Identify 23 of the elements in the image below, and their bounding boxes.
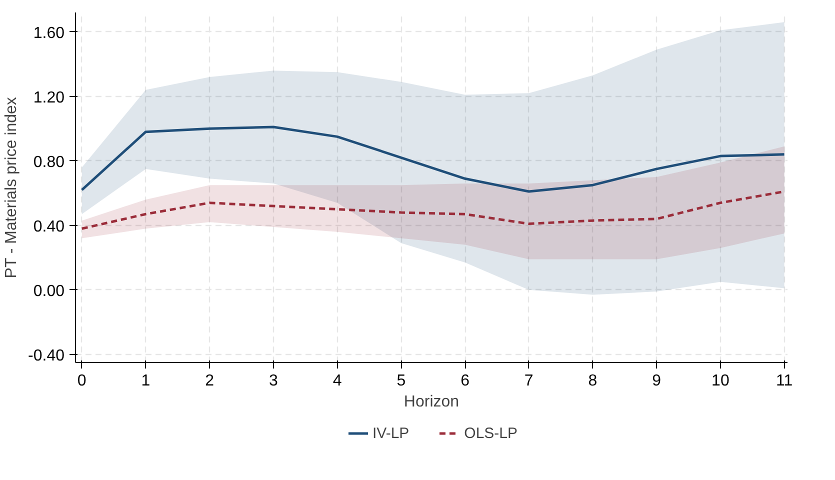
y-axis-title: PT - Materials price index bbox=[3, 97, 20, 278]
legend-label: IV-LP bbox=[372, 424, 410, 442]
x-tick-label: 5 bbox=[396, 372, 406, 390]
x-tick-label: 9 bbox=[652, 372, 662, 390]
x-axis-title: Horizon bbox=[404, 394, 460, 410]
x-tick-label: 8 bbox=[588, 372, 598, 390]
x-tick-label: 2 bbox=[205, 372, 214, 390]
x-tick-label: 10 bbox=[712, 372, 730, 390]
y-tick-label: 1.60 bbox=[33, 24, 65, 42]
x-tick-label: 3 bbox=[269, 372, 278, 390]
x-tick-label: 11 bbox=[776, 372, 793, 390]
x-tick-label: 6 bbox=[460, 372, 470, 390]
x-tick-label: 7 bbox=[524, 372, 534, 390]
x-tick-label: 0 bbox=[77, 372, 86, 390]
y-tick-label: 0.80 bbox=[33, 154, 65, 171]
y-tick-label: 1.20 bbox=[33, 89, 65, 106]
y-tick-label: 0.00 bbox=[33, 282, 65, 300]
line-series bbox=[80, 126, 786, 193]
y-tick-label: 0.40 bbox=[33, 218, 65, 236]
x-tick-label: 4 bbox=[332, 372, 342, 390]
x-tick-label: 1 bbox=[141, 372, 150, 390]
legend-label: OLS-LP bbox=[464, 424, 518, 442]
y-tick-label: -0.40 bbox=[28, 347, 65, 364]
